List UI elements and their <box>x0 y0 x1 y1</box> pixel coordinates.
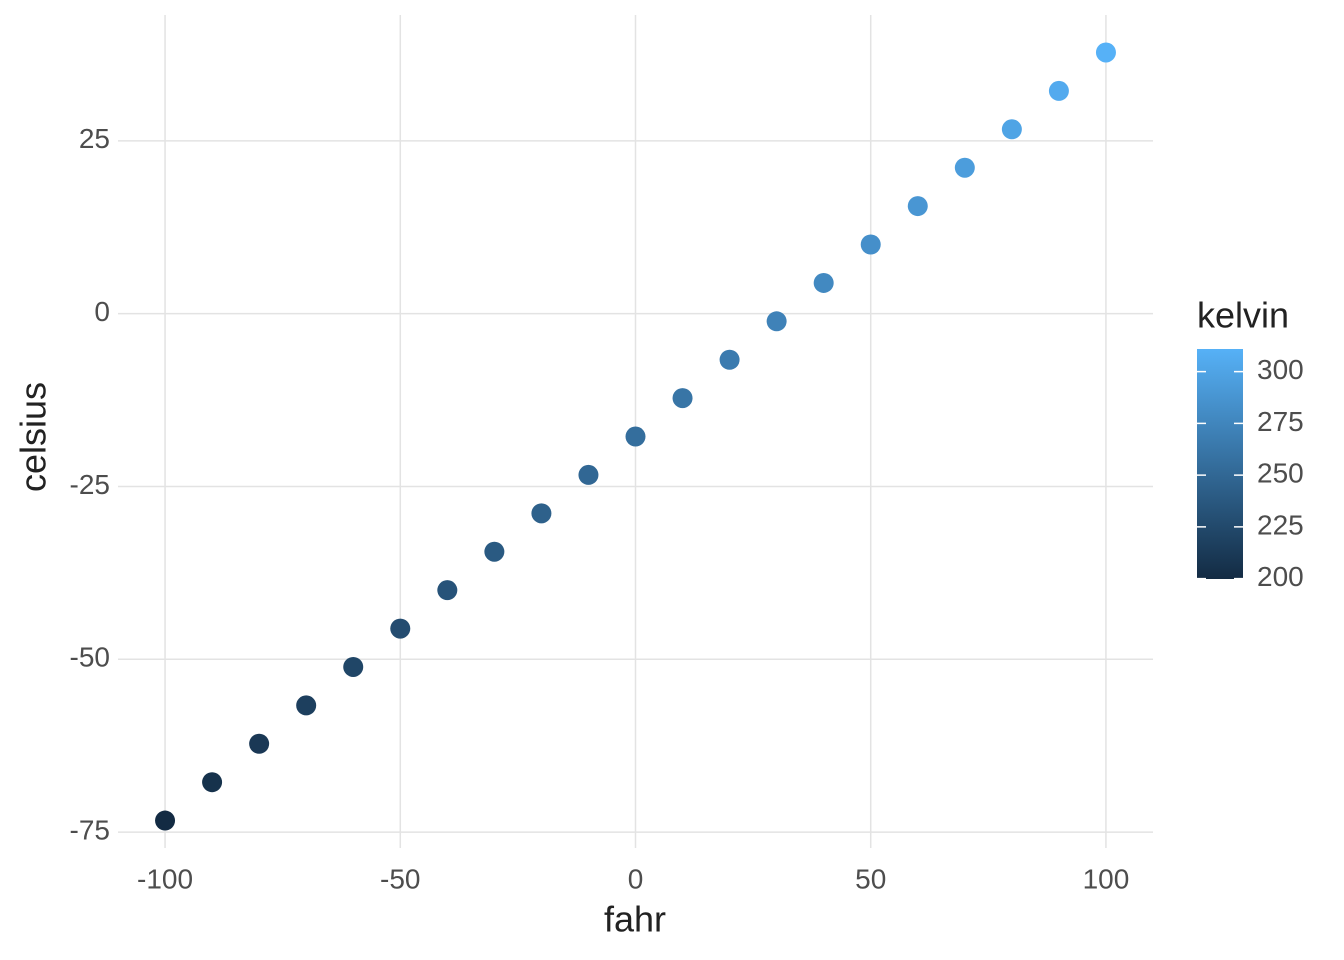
legend-tick-label: 200 <box>1257 561 1304 592</box>
point <box>531 503 552 524</box>
x-tick-label: -100 <box>137 863 193 894</box>
point <box>672 388 693 409</box>
point <box>1001 119 1022 140</box>
x-tick-label: -50 <box>380 863 420 894</box>
y-tick-label: 25 <box>79 123 110 154</box>
legend-tick-label: 275 <box>1257 406 1304 437</box>
legend-tick-label: 250 <box>1257 458 1304 489</box>
point <box>296 695 317 716</box>
x-tick-label: 0 <box>628 863 644 894</box>
legend-title: kelvin <box>1197 295 1289 336</box>
y-tick-label: -75 <box>70 814 110 845</box>
x-tick-label: 100 <box>1083 863 1130 894</box>
point <box>907 196 928 217</box>
y-axis-title: celsius <box>13 382 54 492</box>
point <box>766 311 787 332</box>
colorbar <box>1197 349 1243 579</box>
point <box>1048 80 1069 101</box>
point <box>484 541 505 562</box>
y-tick-label: 0 <box>94 296 110 327</box>
point <box>578 464 599 485</box>
point <box>860 234 881 255</box>
point <box>813 272 834 293</box>
point <box>719 349 740 370</box>
point <box>625 426 646 447</box>
point <box>1095 42 1116 63</box>
y-tick-label: -25 <box>70 469 110 500</box>
point <box>390 618 411 639</box>
x-axis-title: fahr <box>604 899 666 940</box>
legend-tick-label: 300 <box>1257 354 1304 385</box>
point <box>954 157 975 178</box>
point <box>155 810 176 831</box>
point <box>343 656 364 677</box>
y-tick-label: -50 <box>70 642 110 673</box>
point <box>249 733 270 754</box>
point <box>437 580 458 601</box>
x-tick-label: 50 <box>855 863 886 894</box>
point <box>202 772 223 793</box>
legend-tick-label: 225 <box>1257 509 1304 540</box>
